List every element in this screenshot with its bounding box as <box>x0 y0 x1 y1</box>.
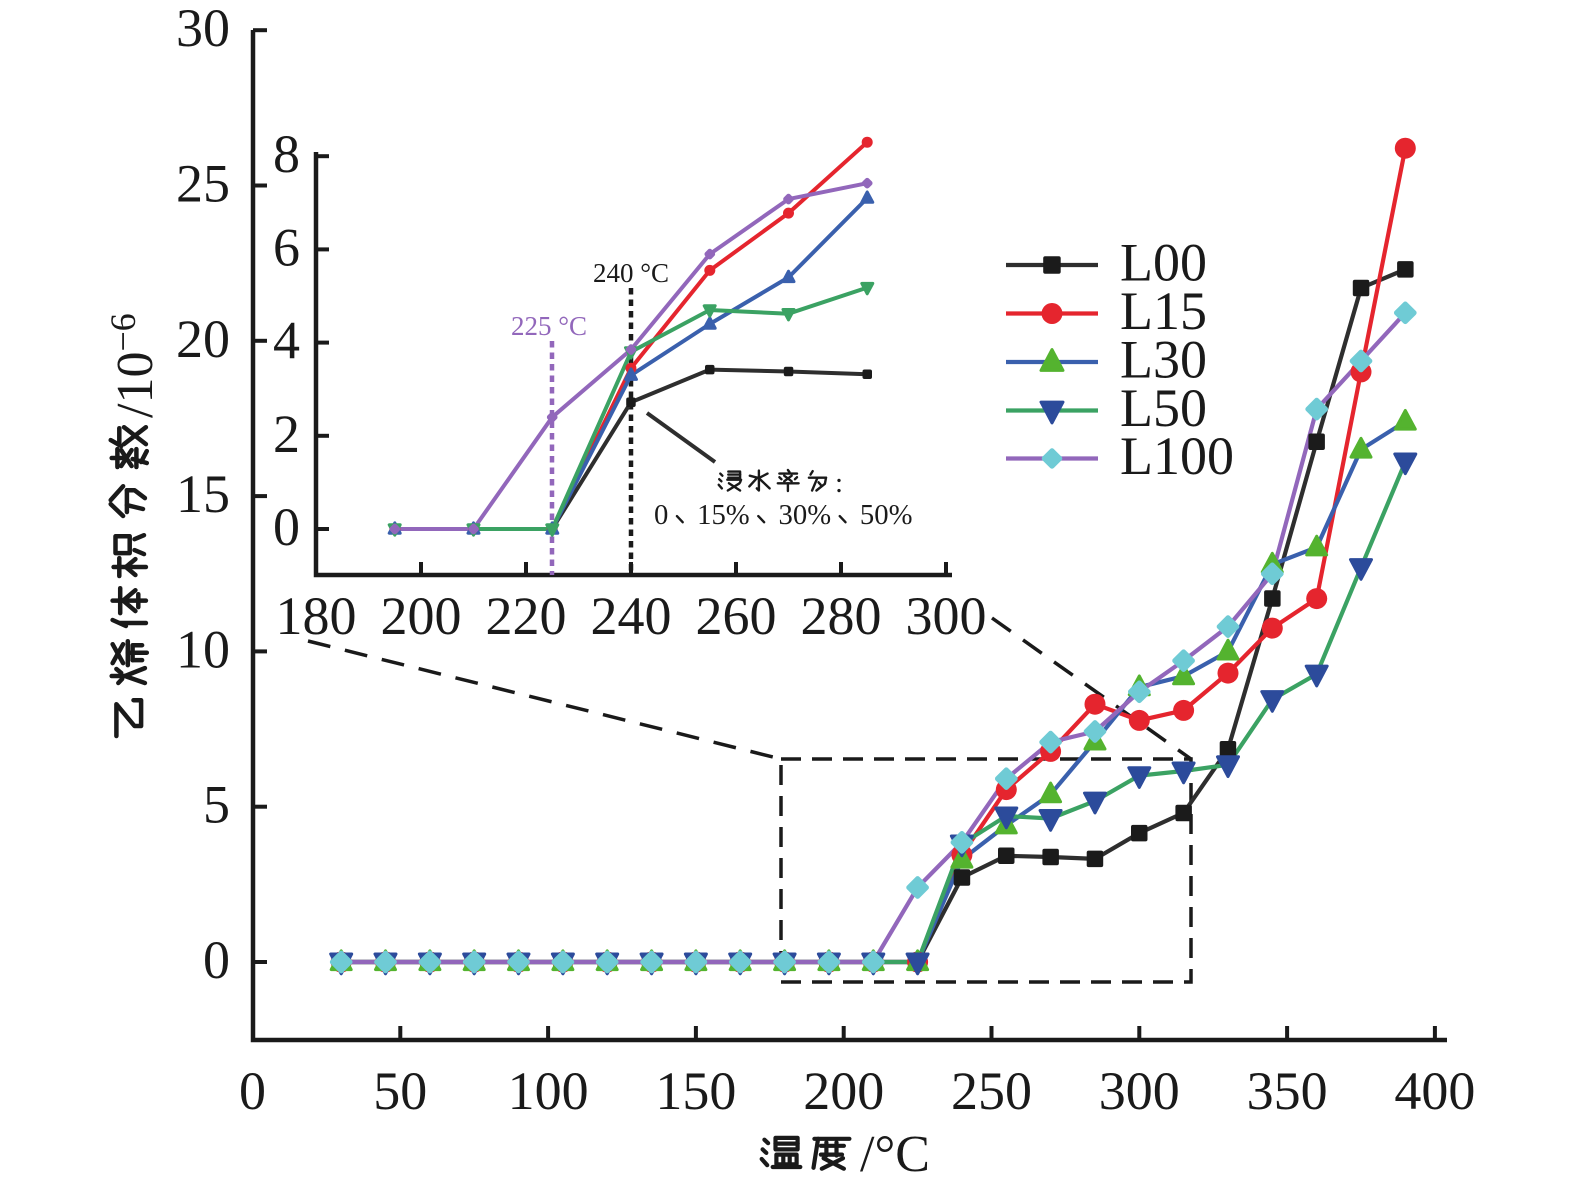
svg-text:150: 150 <box>655 1061 736 1121</box>
svg-text:20: 20 <box>176 309 230 369</box>
svg-text:280: 280 <box>801 586 882 646</box>
svg-text:15%: 15% <box>697 499 750 531</box>
svg-text:25: 25 <box>176 154 230 214</box>
svg-text:10: 10 <box>176 619 230 679</box>
svg-text:250: 250 <box>951 1061 1032 1121</box>
svg-text:0: 0 <box>654 499 668 531</box>
svg-text:240: 240 <box>591 586 672 646</box>
svg-text:225 °C: 225 °C <box>511 311 587 341</box>
svg-text:300: 300 <box>1099 1061 1180 1121</box>
svg-text:5: 5 <box>203 775 230 835</box>
svg-text:0: 0 <box>203 930 230 990</box>
svg-text:/10−6: /10−6 <box>103 313 164 418</box>
svg-text:0: 0 <box>239 1061 266 1121</box>
svg-text:/°C: /°C <box>860 1126 930 1183</box>
svg-text:50%: 50% <box>860 499 913 531</box>
svg-text:0: 0 <box>273 497 300 557</box>
svg-text:180: 180 <box>276 586 357 646</box>
svg-text:8: 8 <box>273 124 300 184</box>
svg-text::: : <box>835 467 843 499</box>
svg-text:30: 30 <box>176 0 230 58</box>
svg-text:260: 260 <box>696 586 777 646</box>
svg-text:15: 15 <box>176 464 230 524</box>
svg-text:L50: L50 <box>1120 378 1207 438</box>
svg-text:300: 300 <box>906 586 987 646</box>
svg-text:100: 100 <box>508 1061 589 1121</box>
svg-text:350: 350 <box>1247 1061 1328 1121</box>
svg-text:L100: L100 <box>1120 426 1234 486</box>
svg-text:6: 6 <box>273 217 300 277</box>
svg-text:30%: 30% <box>779 499 832 531</box>
svg-text:200: 200 <box>803 1061 884 1121</box>
svg-text:200: 200 <box>381 586 462 646</box>
svg-text:L00: L00 <box>1120 232 1207 292</box>
svg-text:220: 220 <box>486 586 567 646</box>
svg-text:L15: L15 <box>1120 281 1207 341</box>
svg-text:4: 4 <box>273 311 300 371</box>
svg-text:400: 400 <box>1394 1061 1475 1121</box>
svg-text:50: 50 <box>373 1061 427 1121</box>
svg-text:L30: L30 <box>1120 329 1207 389</box>
svg-text:2: 2 <box>273 404 300 464</box>
svg-text:240 °C: 240 °C <box>593 258 669 288</box>
